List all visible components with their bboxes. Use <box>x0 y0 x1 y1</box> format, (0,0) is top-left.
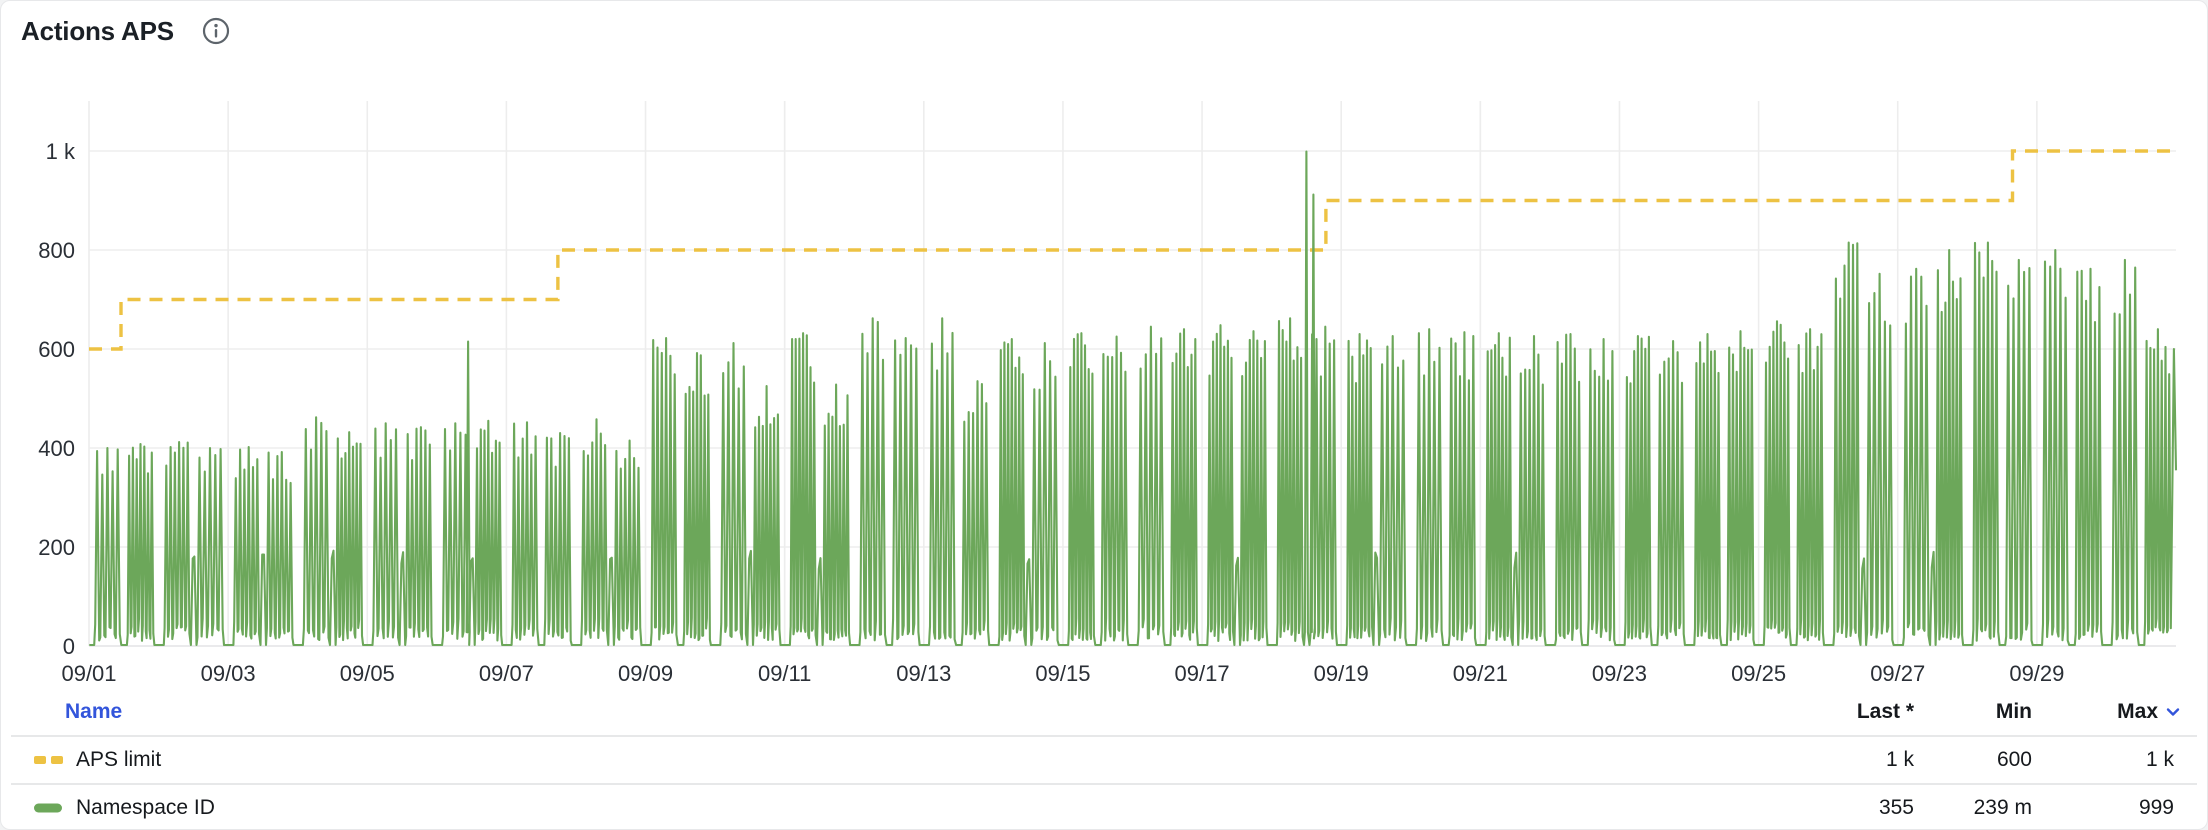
aps-chart-plot-area[interactable]: 0 200 400 600 800 1 k 09/01 09/03 09/05 09/07 09/0… <box>1 1 2208 691</box>
legend-min-value: 239 m <box>1973 796 2032 819</box>
aps-limit-dashed-swatch-icon <box>34 756 63 764</box>
x-axis-tick-label: 09/29 <box>2009 661 2064 686</box>
x-axis-tick-label: 09/25 <box>1731 661 1786 686</box>
x-axis-tick-label: 09/19 <box>1314 661 1369 686</box>
legend-col-max[interactable]: Max <box>2117 689 2181 735</box>
legend-series-name: APS limit <box>76 748 162 771</box>
x-axis-tick-label: 09/01 <box>61 661 116 686</box>
x-axis-tick-label: 09/23 <box>1592 661 1647 686</box>
y-axis-tick-label: 200 <box>38 535 75 560</box>
namespace-id-series <box>89 150 2178 647</box>
x-axis-tick-label: 09/07 <box>479 661 534 686</box>
y-axis-tick-label: 600 <box>38 337 75 362</box>
separator <box>11 735 2197 737</box>
y-axis-tick-label: 400 <box>38 436 75 461</box>
y-axis-tick-label: 800 <box>38 238 75 263</box>
x-axis-tick-label: 09/15 <box>1035 661 1090 686</box>
aps-limit-series <box>89 149 2176 351</box>
legend-series-name: Namespace ID <box>76 796 215 819</box>
x-axis-tick-label: 09/17 <box>1175 661 1230 686</box>
x-axis-tick-label: 09/03 <box>201 661 256 686</box>
legend-col-name[interactable]: Name <box>65 700 123 723</box>
x-axis-tick-label: 09/09 <box>618 661 673 686</box>
namespace-id-solid-swatch-icon <box>34 803 62 813</box>
sort-chevron-down-icon <box>2166 708 2180 716</box>
legend-col-max-label: Max <box>2117 700 2158 723</box>
legend-row-namespace-id[interactable]: Namespace ID 355 239 m 999 <box>1 785 2207 829</box>
legend-last-value: 355 <box>1878 796 1914 819</box>
legend-col-last[interactable]: Last * <box>1856 700 1914 723</box>
x-axis-tick-label: 09/05 <box>340 661 395 686</box>
panel-header: Actions APS <box>21 13 230 49</box>
legend-max-value: 999 <box>2138 796 2174 819</box>
x-axis-tick-label: 09/27 <box>1870 661 1925 686</box>
y-axis-tick-label: 1 k <box>46 139 76 164</box>
x-axis-tick-label: 09/11 <box>758 661 811 686</box>
legend-col-min[interactable]: Min <box>1995 700 2032 723</box>
x-axis-tick-label: 09/13 <box>896 661 951 686</box>
legend-header-row: Name Last * Min Max <box>1 689 2207 735</box>
legend-last-value: 1 k <box>1885 748 1914 771</box>
separator <box>11 783 2197 785</box>
y-axis-tick-label: 0 <box>63 634 75 659</box>
panel-title: Actions APS <box>21 15 174 46</box>
x-axis-tick-label: 09/21 <box>1453 661 1508 686</box>
legend-row-aps-limit[interactable]: APS limit 1 k 600 1 k <box>1 737 2207 783</box>
info-icon[interactable] <box>202 17 230 45</box>
legend-min-value: 600 <box>1996 748 2032 771</box>
legend-max-value: 1 k <box>2145 748 2174 771</box>
